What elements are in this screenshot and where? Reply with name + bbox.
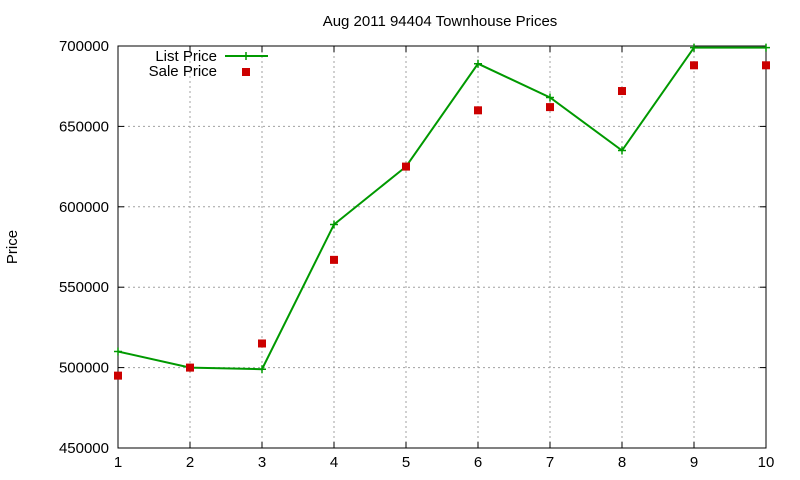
- list-price-line: [117, 46, 766, 371]
- sale-price-point: [690, 61, 698, 70]
- y-tick-label: 650000: [59, 118, 109, 135]
- x-tick-label: 2: [186, 454, 194, 471]
- list-price-point: [618, 146, 626, 155]
- tick-labels: 1 2 3 4 5 6 7 8 9 10 450000 500000 550000 600000 65000…: [59, 38, 774, 471]
- x-tick-label: 6: [474, 454, 482, 471]
- sale-price-point: [546, 103, 554, 112]
- y-axis-label: Price: [4, 230, 21, 264]
- x-tick-label: 8: [618, 454, 626, 471]
- y-tick-label: 600000: [59, 199, 109, 216]
- sale-price-point: [618, 87, 626, 96]
- x-tick-label: 1: [114, 454, 122, 471]
- list-price-point: [258, 365, 266, 374]
- x-tick-label: 10: [758, 454, 775, 471]
- series-layer: [114, 43, 770, 380]
- list-price-point: [690, 43, 698, 52]
- x-tick-label: 9: [690, 454, 698, 471]
- x-tick-label: 3: [258, 454, 266, 471]
- plot-frame: [117, 45, 767, 449]
- x-tick-label: 4: [330, 454, 338, 471]
- x-tick-label: 7: [546, 454, 554, 471]
- legend-label-list-price: List Price: [155, 48, 217, 65]
- grid-lines: [118, 46, 766, 448]
- y-tick-label: 500000: [59, 360, 109, 377]
- axis-ticks: [117, 45, 767, 449]
- sale-price-point: [186, 363, 194, 372]
- chart-title: Aug 2011 94404 Townhouse Prices: [323, 13, 558, 30]
- legend-swatch-list-price: [225, 52, 268, 60]
- sale-price-point: [330, 255, 338, 264]
- sale-price-point: [258, 339, 266, 348]
- y-tick-label: 450000: [59, 440, 109, 457]
- legend-label-sale-price: Sale Price: [149, 63, 217, 80]
- sale-price-point: [402, 162, 410, 171]
- sale-price-point: [114, 371, 122, 380]
- legend-marker-list-price: [242, 52, 250, 60]
- list-price-point: [474, 59, 482, 68]
- x-tick-label: 5: [402, 454, 410, 471]
- y-tick-label: 550000: [59, 279, 109, 296]
- list-price-point: [114, 347, 122, 356]
- y-tick-label: 700000: [59, 38, 109, 55]
- legend: List Price Sale Price: [149, 48, 268, 80]
- legend-swatch-sale-price: [242, 68, 250, 76]
- sale-price-point: [474, 106, 482, 115]
- list-price-point: [546, 93, 554, 102]
- list-price-point: [330, 220, 338, 229]
- list-price-point: [762, 43, 770, 52]
- sale-price-point: [762, 61, 770, 70]
- legend-marker-sale-price: [242, 68, 250, 76]
